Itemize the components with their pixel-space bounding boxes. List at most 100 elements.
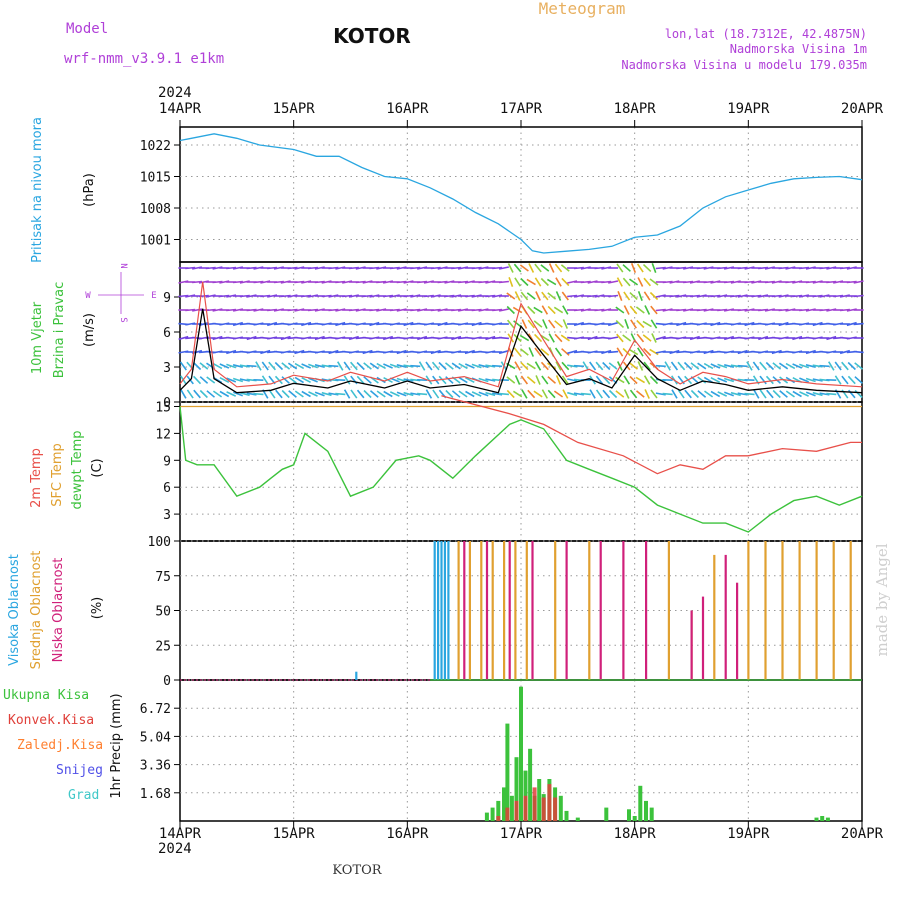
wind-arrow xyxy=(629,349,638,354)
cloud-bar xyxy=(850,541,852,680)
wind-arrow xyxy=(597,390,603,398)
wind-arrow xyxy=(521,292,527,300)
wind-arrow xyxy=(623,278,630,286)
precip-bar xyxy=(553,798,557,822)
wind-arrow xyxy=(652,263,655,272)
wind-arrow xyxy=(527,363,535,368)
wind-arrow xyxy=(426,390,431,399)
wind-arrow xyxy=(276,390,282,398)
wind-arrow xyxy=(527,293,535,299)
cloud-bar xyxy=(799,541,801,680)
precip-bar xyxy=(505,808,509,821)
temp-ylabel-sfc: SFC Temp xyxy=(50,443,65,507)
precip-bar xyxy=(547,784,551,821)
panel-2 xyxy=(180,402,862,541)
wind-arrow xyxy=(529,347,533,356)
y-tick-label: 1008 xyxy=(140,202,171,217)
wind-arrow xyxy=(535,264,541,272)
precip-bar xyxy=(650,808,654,821)
cloud-bar xyxy=(444,541,446,680)
wind-arrow xyxy=(534,307,543,312)
wind-arrow xyxy=(636,377,645,382)
wind-arrow xyxy=(842,376,848,384)
wind-arrow xyxy=(624,376,629,384)
wind-arrow xyxy=(522,390,527,399)
y-tick-label: 3.36 xyxy=(140,759,171,774)
wind-arrow xyxy=(645,306,649,315)
wind-arrow xyxy=(357,363,364,370)
wind-arrow xyxy=(556,278,561,287)
x-tick-label-top: 16APR xyxy=(386,101,429,117)
wind-ylabel-line2: Brzina i Pravac xyxy=(52,282,67,379)
y-tick-label: 1015 xyxy=(140,171,171,186)
wind-arrow xyxy=(854,296,864,297)
wind-arrow xyxy=(672,362,678,370)
legend-conv: Konvek.Kisa xyxy=(8,713,94,728)
cloud-bar xyxy=(355,672,357,680)
wind-arrow xyxy=(650,293,657,300)
y-tick-label: 9 xyxy=(163,291,171,306)
wind-arrow xyxy=(665,362,670,371)
2m-temp-line xyxy=(441,396,862,474)
precip-bar xyxy=(826,818,830,821)
wind-arrow xyxy=(745,394,755,395)
wind-ylabel-unit: (m/s) xyxy=(82,313,97,347)
wind-arrow xyxy=(426,362,432,370)
precip-bar xyxy=(528,749,532,821)
wind-arrow xyxy=(522,320,526,329)
footer-station: KOTOR xyxy=(332,863,382,878)
wind-arrow xyxy=(738,366,748,367)
temp-ylabel-2m: 2m Temp xyxy=(29,448,44,508)
wind-arrow xyxy=(555,264,561,272)
wind-arrow xyxy=(547,279,556,284)
wind-arrow xyxy=(535,348,541,356)
precip-bar xyxy=(633,816,637,821)
y-tick-label: 0 xyxy=(163,674,171,689)
wind-dir-n: N xyxy=(118,263,128,268)
wind-arrow xyxy=(515,278,520,286)
wind-arrow xyxy=(608,337,618,339)
cloud-bar xyxy=(492,541,494,680)
wind-arrow xyxy=(329,366,339,367)
wind-arrow xyxy=(820,366,830,367)
wind-arrow xyxy=(542,292,548,300)
wind-arrow xyxy=(549,334,554,343)
wind-arrow xyxy=(630,293,637,300)
wind-arrow xyxy=(536,375,540,384)
wind-arrow xyxy=(548,293,556,299)
precip-bar xyxy=(533,787,537,821)
precip-ylabel: 1hr Precip (mm) xyxy=(109,693,124,798)
wind-arrow xyxy=(848,376,855,383)
x-tick-label-bottom: 18APR xyxy=(614,826,657,842)
wind-arrow xyxy=(767,376,774,383)
wind-arrow xyxy=(200,391,207,398)
cloud-bar xyxy=(645,541,647,680)
wind-arrow xyxy=(410,366,420,367)
y-tick-label: 50 xyxy=(155,605,171,620)
wind-arrow xyxy=(351,362,358,370)
cloud-ylabel-high: Visoka Oblacnost xyxy=(7,554,22,666)
wind-arrow xyxy=(645,389,649,398)
wind-dir-s: S xyxy=(118,317,128,322)
temp-ylabel-unit: (C) xyxy=(90,458,105,477)
legend-frozen: Zaledj.Kisa xyxy=(17,738,103,753)
precip-bar xyxy=(565,811,569,821)
model-name: wrf-nmm_v3.9.1 e1km xyxy=(64,51,224,67)
wind-arrow xyxy=(534,391,542,397)
cloud-bar xyxy=(434,541,436,680)
wind-arrow xyxy=(842,362,849,370)
wind-arrow xyxy=(608,296,618,297)
wind-arrow xyxy=(636,307,644,313)
wind-arrow xyxy=(645,376,650,385)
temp-ylabel-dew: dewpt Temp xyxy=(70,430,85,509)
wind-arrow xyxy=(652,334,656,343)
x-tick-label-top: 18APR xyxy=(614,101,657,117)
wind-arrow xyxy=(754,390,759,399)
cloud-bar xyxy=(691,611,693,681)
wind-arrow xyxy=(269,390,275,398)
cloud-bar xyxy=(447,541,449,680)
precip-bar xyxy=(524,796,528,821)
model-label: Model xyxy=(66,21,108,37)
cloud-bar xyxy=(458,541,460,680)
